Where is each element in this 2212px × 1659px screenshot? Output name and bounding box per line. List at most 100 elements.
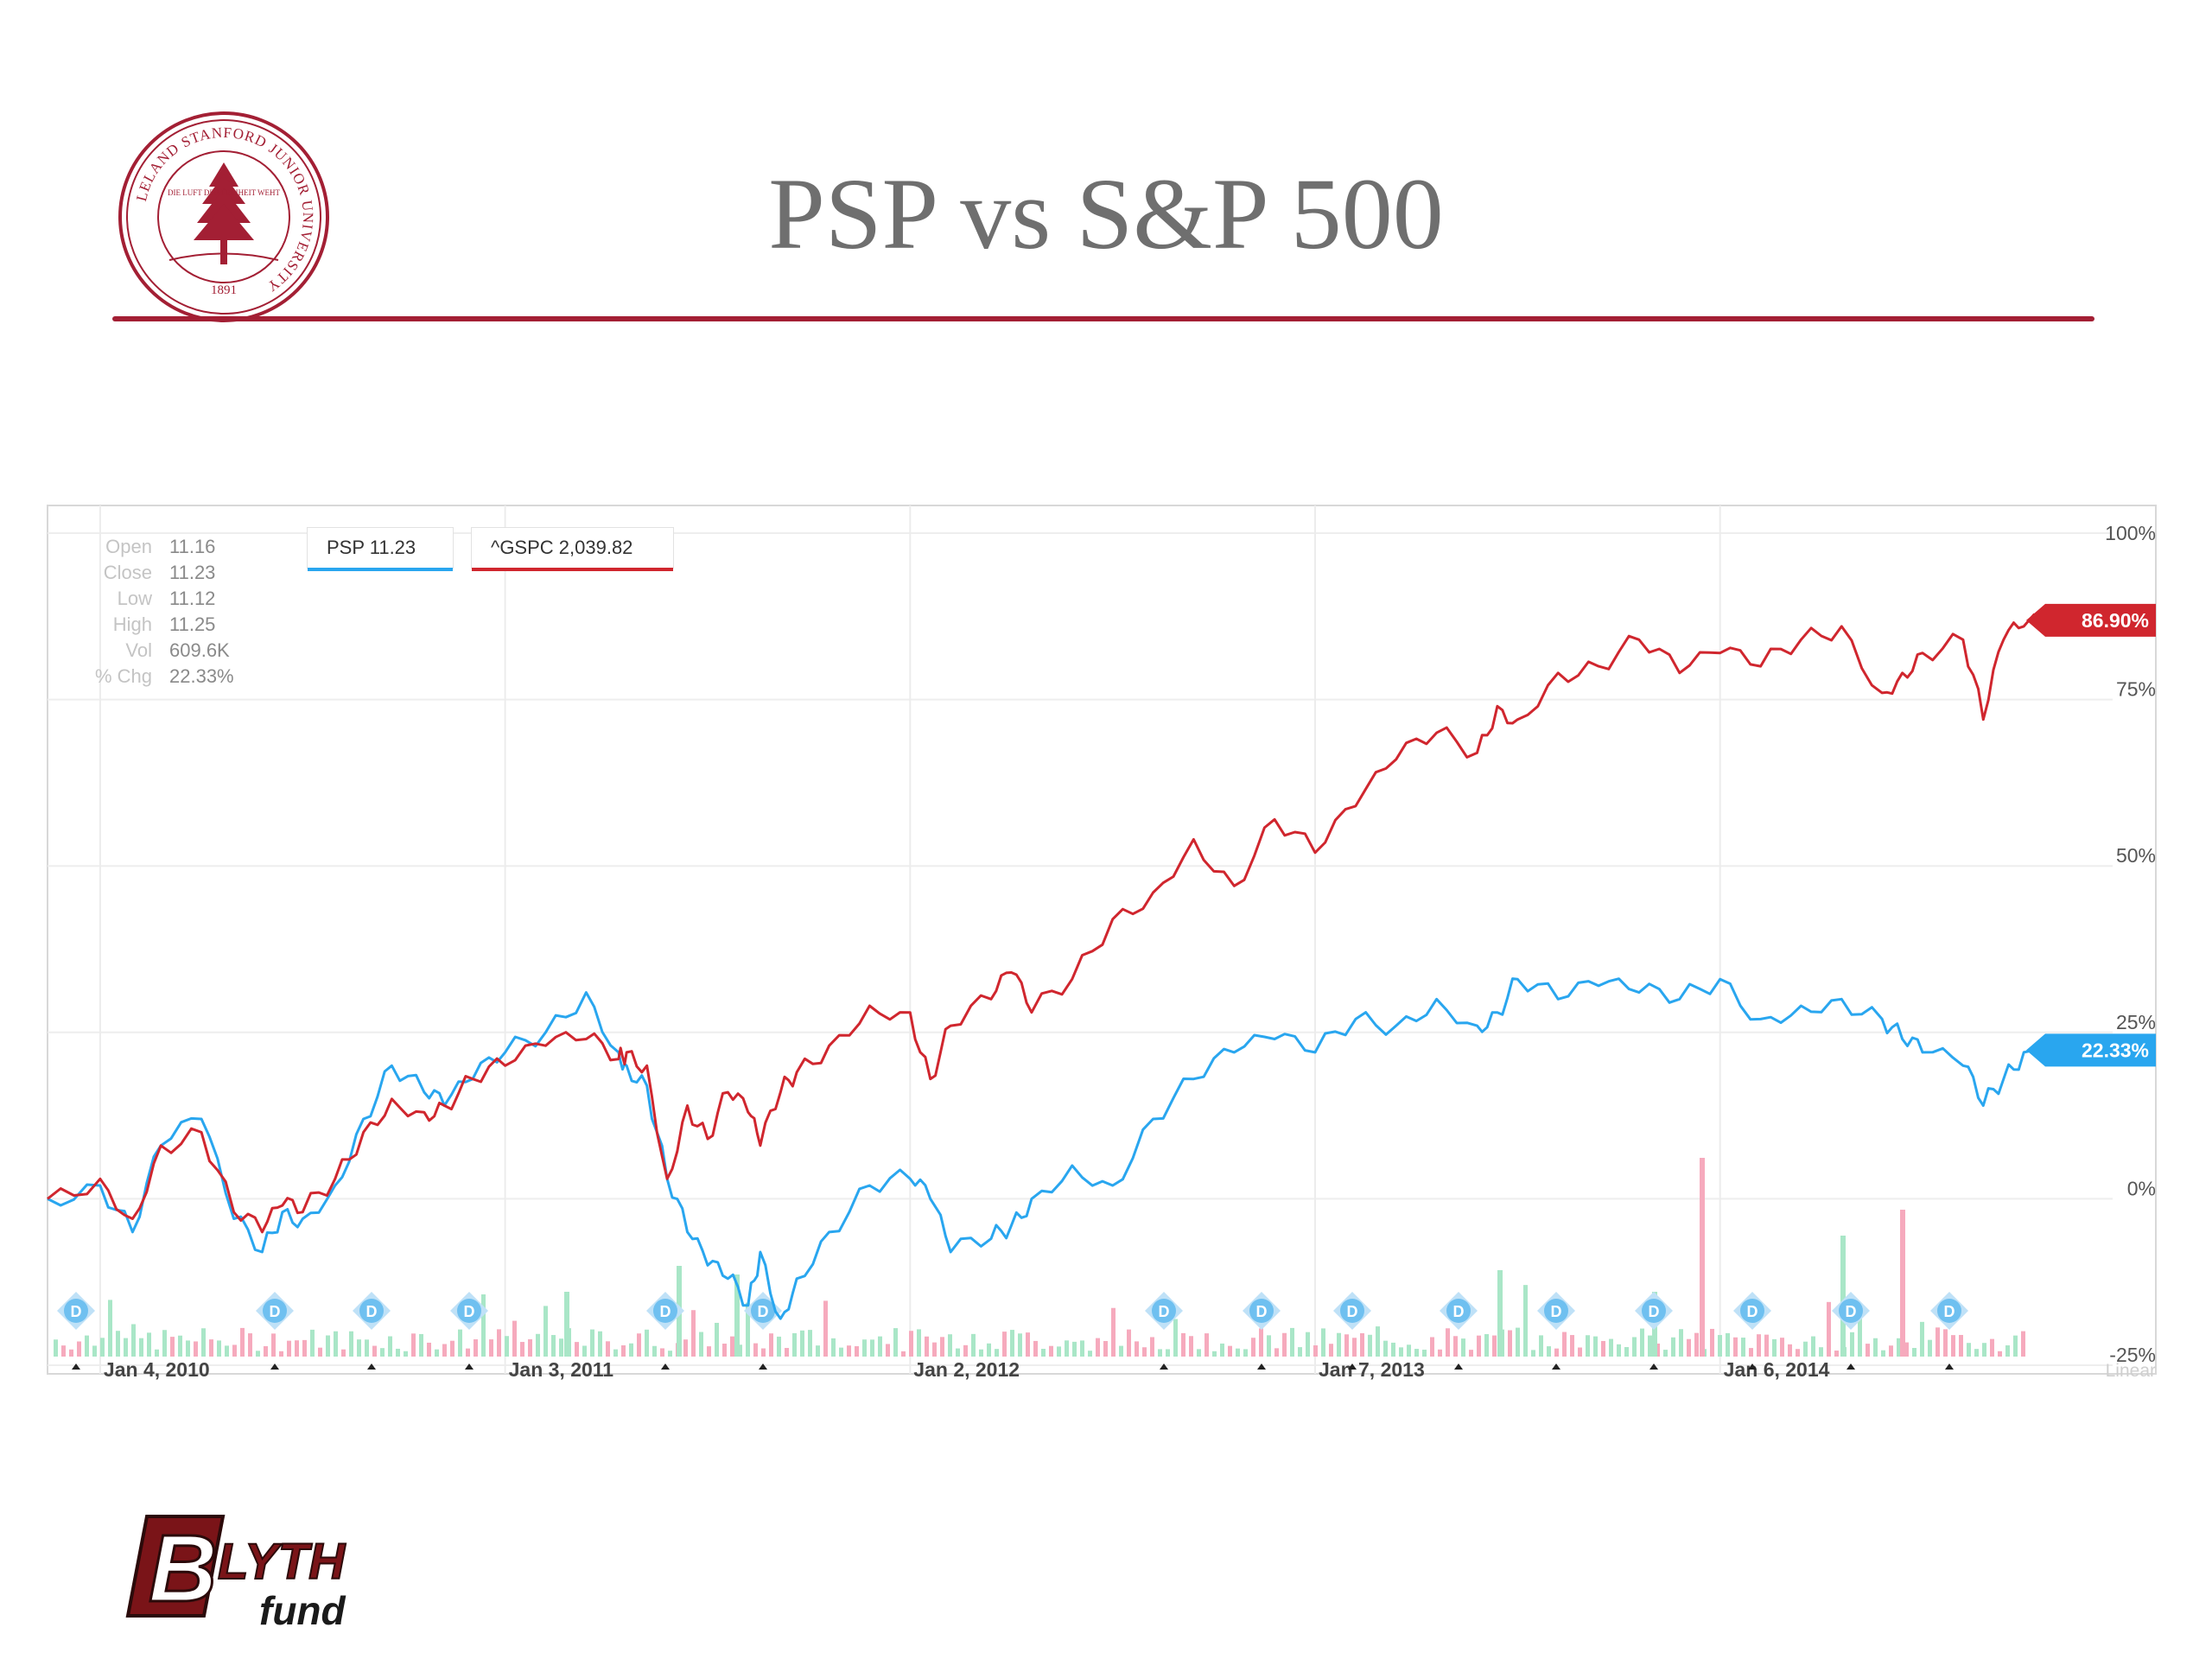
volume-bar bbox=[1243, 1349, 1248, 1357]
dividend-marker-dot bbox=[1839, 1299, 1863, 1323]
ohlc-panel: Open 11.16 Close 11.23 Low 11.12 High 11.25 … bbox=[69, 534, 234, 690]
volume-bar bbox=[396, 1348, 400, 1357]
volume-bar bbox=[590, 1329, 594, 1357]
volume-bar bbox=[1049, 1345, 1053, 1357]
volume-bar bbox=[1383, 1340, 1388, 1357]
volume-bar bbox=[1539, 1335, 1543, 1357]
volume-bar bbox=[2013, 1335, 2018, 1357]
x-tick-label: Jan 2, 2012 bbox=[913, 1358, 1020, 1381]
volume-bar bbox=[917, 1329, 921, 1357]
volume-bar bbox=[85, 1335, 89, 1357]
volume-bar bbox=[1943, 1329, 1948, 1357]
volume-bar bbox=[536, 1333, 540, 1357]
volume-bar bbox=[388, 1336, 392, 1357]
volume-bar bbox=[1127, 1329, 1131, 1357]
volume-bar bbox=[1951, 1335, 1955, 1357]
volume-bar bbox=[582, 1345, 587, 1357]
dividend-marker-dot bbox=[1740, 1299, 1764, 1323]
volume-bar bbox=[1103, 1340, 1108, 1357]
volume-bar bbox=[419, 1333, 423, 1357]
volume-bar bbox=[1570, 1335, 1574, 1357]
volume-bar bbox=[1189, 1336, 1193, 1357]
volume-bar bbox=[1181, 1332, 1185, 1357]
volume-bar bbox=[792, 1332, 797, 1357]
legend-psp[interactable]: PSP 11.23 bbox=[307, 527, 454, 571]
volume-bar bbox=[1438, 1349, 1442, 1357]
y-tick-label: 25% bbox=[2116, 1011, 2156, 1033]
volume-bar bbox=[1158, 1349, 1162, 1357]
series-end-flag bbox=[2026, 1033, 2156, 1067]
volume-bar bbox=[1142, 1347, 1147, 1357]
ohlc-value: 11.16 bbox=[169, 536, 216, 557]
volume-bar bbox=[1088, 1351, 1092, 1357]
event-tick bbox=[1847, 1363, 1855, 1370]
legend-gspc-swatch bbox=[472, 568, 673, 571]
volume-bar bbox=[598, 1331, 602, 1357]
volume-bar bbox=[1096, 1338, 1100, 1357]
volume-bar bbox=[217, 1340, 221, 1357]
volume-bar bbox=[1840, 1236, 1846, 1357]
volume-bar bbox=[61, 1345, 66, 1357]
volume-bar bbox=[691, 1310, 696, 1357]
volume-bar bbox=[753, 1343, 758, 1357]
volume-bar bbox=[629, 1343, 633, 1357]
volume-bar bbox=[1586, 1335, 1590, 1357]
x-tick-label: Jan 4, 2010 bbox=[104, 1358, 210, 1381]
volume-bar bbox=[1601, 1340, 1605, 1357]
legend-gspc[interactable]: ^GSPC 2,039.82 bbox=[471, 527, 674, 571]
volume-bar bbox=[1609, 1338, 1613, 1357]
volume-bar bbox=[699, 1332, 703, 1357]
volume-bar bbox=[1344, 1334, 1349, 1357]
event-tick bbox=[1348, 1363, 1357, 1370]
volume-bar bbox=[886, 1344, 890, 1357]
dividend-marker-label: D bbox=[1159, 1303, 1170, 1320]
volume-bar bbox=[1764, 1334, 1769, 1357]
dividend-marker-label: D bbox=[464, 1303, 475, 1320]
volume-bar bbox=[1508, 1330, 1512, 1357]
volume-bar bbox=[1733, 1337, 1738, 1357]
volume-bar bbox=[489, 1339, 493, 1357]
volume-bar bbox=[1274, 1348, 1279, 1357]
volume-bar bbox=[963, 1344, 968, 1357]
volume-bar bbox=[1726, 1332, 1730, 1357]
volume-bar bbox=[738, 1344, 742, 1357]
volume-bar bbox=[839, 1347, 843, 1357]
volume-bar bbox=[1741, 1338, 1745, 1357]
volume-bar bbox=[1796, 1349, 1800, 1357]
dividend-marker-label: D bbox=[758, 1303, 769, 1320]
volume-bar bbox=[1414, 1349, 1419, 1357]
volume-bar bbox=[186, 1340, 190, 1357]
volume-bar bbox=[1912, 1348, 1916, 1357]
volume-bar bbox=[660, 1348, 664, 1357]
volume-bar bbox=[372, 1345, 377, 1357]
volume-bar bbox=[1267, 1335, 1271, 1357]
event-tick bbox=[270, 1363, 279, 1370]
volume-bar bbox=[1967, 1343, 1971, 1357]
volume-bar bbox=[1313, 1345, 1318, 1357]
ohlc-row-high: High 11.25 bbox=[69, 612, 234, 638]
volume-bar bbox=[543, 1306, 548, 1357]
dividend-marker-dot bbox=[1642, 1299, 1666, 1323]
volume-bar bbox=[769, 1333, 773, 1357]
plot-frame bbox=[47, 505, 2157, 1375]
series-end-flag bbox=[2026, 603, 2156, 637]
dividend-marker-dot bbox=[1249, 1299, 1274, 1323]
event-tick bbox=[72, 1363, 80, 1370]
volume-bar bbox=[264, 1345, 268, 1357]
dividend-marker-label: D bbox=[1944, 1303, 1955, 1320]
volume-bar bbox=[520, 1342, 524, 1357]
volume-bar bbox=[1788, 1344, 1792, 1357]
x-tick-label: Jan 7, 2013 bbox=[1319, 1358, 1425, 1381]
volume-bar bbox=[295, 1340, 299, 1357]
volume-bar bbox=[1656, 1343, 1660, 1357]
event-tick bbox=[1649, 1363, 1658, 1370]
volume-bar bbox=[1026, 1332, 1030, 1357]
volume-bar bbox=[139, 1338, 143, 1357]
volume-bar bbox=[1974, 1349, 1979, 1357]
volume-bar bbox=[645, 1329, 649, 1357]
volume-bar bbox=[1632, 1337, 1637, 1357]
volume-bar bbox=[1212, 1351, 1217, 1357]
volume-bar bbox=[318, 1347, 322, 1357]
blyth-fund-logo: B fund LYTH fund bbox=[125, 1515, 346, 1633]
